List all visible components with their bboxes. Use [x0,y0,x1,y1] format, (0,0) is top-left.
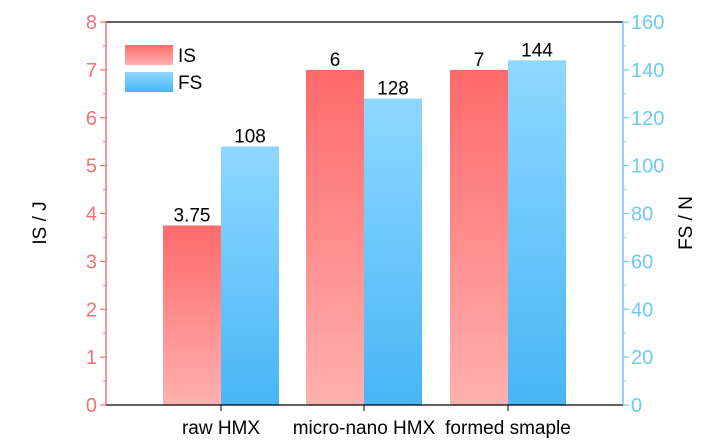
bar-is-0 [163,225,221,405]
bar-is-1 [306,69,364,405]
x-tick-label-0: raw HMX [182,418,260,439]
legend-swatch-fs [125,72,173,92]
y-left-tick-label-7: 7 [86,60,97,82]
bar-fs-1 [364,98,422,405]
y-left-tick-label-3: 3 [86,251,97,273]
y-left-tick-label-6: 6 [86,108,97,130]
legend: IS FS [125,45,202,94]
axes-layer [100,21,629,411]
y-left-tick-label-1: 1 [86,347,97,369]
y-left-tick-label-4: 4 [86,204,97,226]
y-right-tick-label-8: 160 [631,12,664,34]
bar-fs-2 [508,60,566,406]
y-right-tick-label-7: 140 [631,60,664,82]
y-axis-right-title: FS / N [676,196,697,250]
data-label-is-2: 7 [474,50,485,71]
data-label-is-1: 6 [330,50,341,71]
legend-swatch-is [125,45,173,65]
y-left-tick-label-5: 5 [86,156,97,178]
y-axis-left-title: IS / J [30,201,51,244]
y-right-tick-label-5: 100 [631,156,664,178]
data-label-fs-2: 144 [521,40,553,61]
data-label-fs-1: 128 [377,79,409,100]
x-tick-label-1: micro-nano HMX [293,418,436,439]
data-label-is-0: 3.75 [174,205,211,226]
y-right-tick-label-4: 80 [631,204,653,226]
data-label-fs-0: 108 [234,126,266,147]
y-right-tick-label-3: 60 [631,251,653,273]
legend-label-is: IS [178,46,196,67]
y-right-tick-label-2: 40 [631,299,653,321]
y-left-tick-label-2: 2 [86,299,97,321]
y-right-tick-label-6: 120 [631,108,664,130]
legend-label-fs: FS [178,73,202,94]
bars-layer [163,60,566,406]
y-left-tick-label-8: 8 [86,12,97,34]
x-tick-label-2: formed smaple [445,418,571,439]
y-left-tick-label-0: 0 [86,395,97,417]
bar-is-2 [450,69,508,405]
y-right-tick-label-1: 20 [631,347,653,369]
y-right-tick-label-0: 0 [631,395,642,417]
bar-fs-0 [221,146,279,405]
